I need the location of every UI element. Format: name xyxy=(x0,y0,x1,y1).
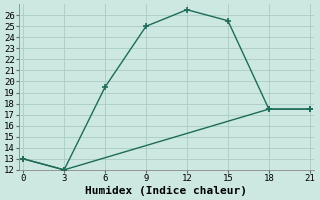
X-axis label: Humidex (Indice chaleur): Humidex (Indice chaleur) xyxy=(85,186,247,196)
